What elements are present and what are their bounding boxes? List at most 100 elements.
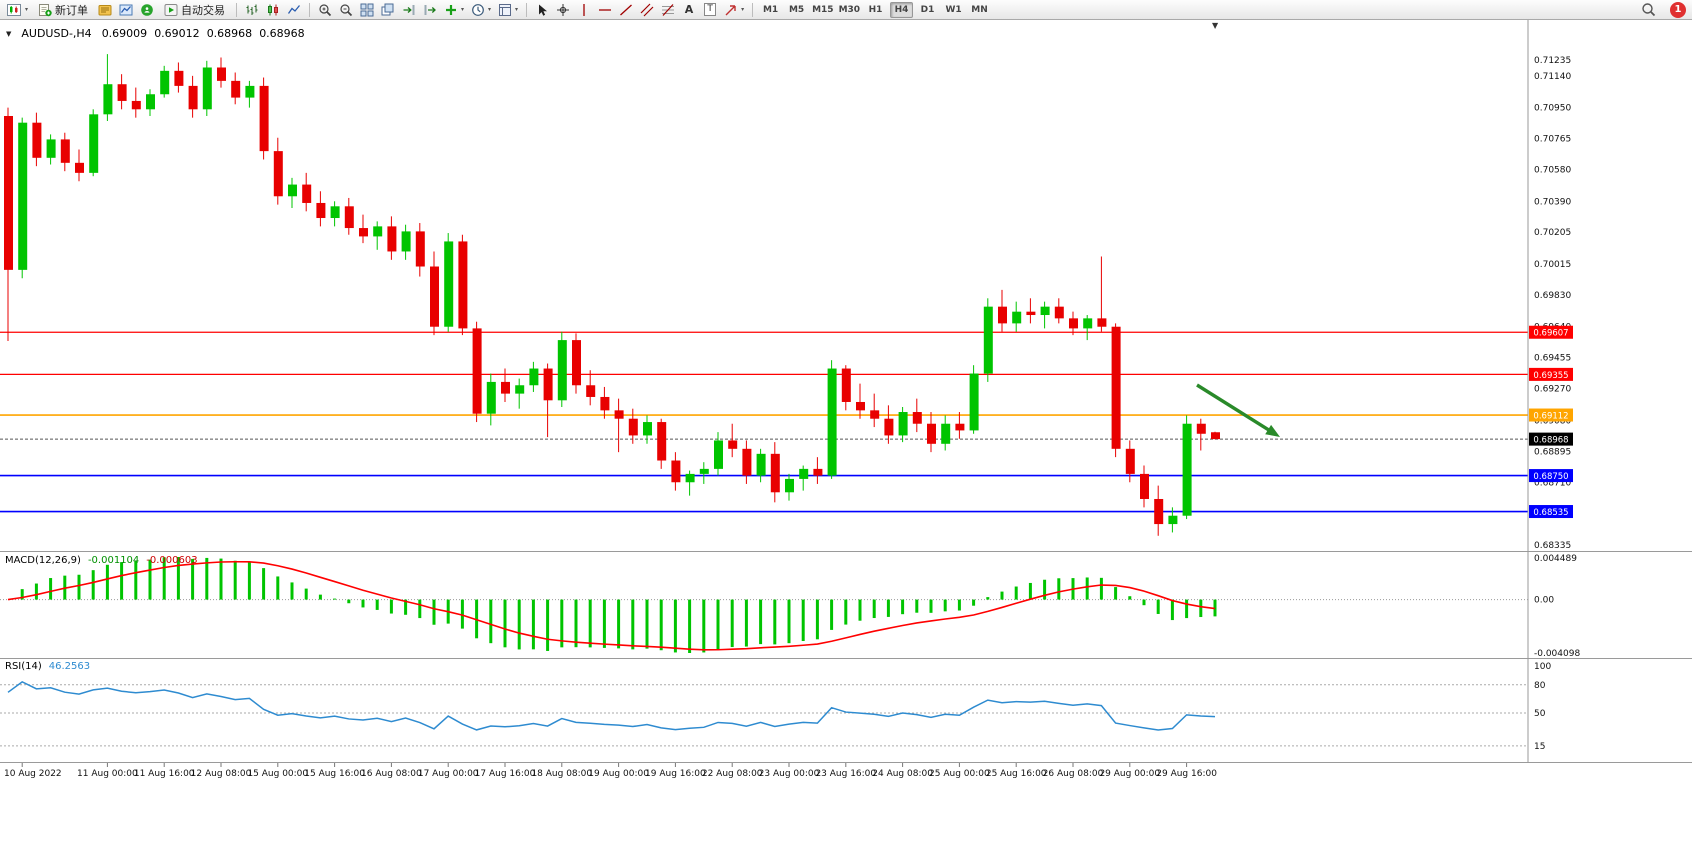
svg-text:0.70205: 0.70205 [1534, 228, 1571, 238]
svg-text:15 Aug 16:00: 15 Aug 16:00 [304, 769, 365, 779]
profiles-icon [119, 4, 133, 15]
zoom-in-button[interactable] [315, 1, 335, 19]
ohlc-close: 0.68968 [259, 27, 305, 40]
autotrading-button[interactable]: 自动交易 [158, 1, 231, 19]
svg-text:11 Aug 16:00: 11 Aug 16:00 [134, 769, 195, 779]
timeframe-button-m15[interactable]: M15 [811, 2, 834, 18]
zoom-out-icon [340, 3, 353, 16]
macd-axis[interactable]: 0.004489 0.00 -0.004098 [1534, 554, 1580, 659]
svg-text:0.68750: 0.68750 [1533, 472, 1568, 482]
svg-text:25 Aug 16:00: 25 Aug 16:00 [986, 769, 1047, 779]
timeframe-button-w1[interactable]: W1 [942, 2, 965, 18]
price-chart-svg[interactable]: 0.71235 0.71140 0.70950 0.70765 0.70580 0.703… [0, 20, 1692, 845]
new-chart-button[interactable]: ▾ [4, 1, 31, 19]
cursor-icon [539, 4, 548, 16]
svg-text:0.68335: 0.68335 [1534, 541, 1571, 551]
price-label-boxes: 0.69607 0.69355 0.69112 0.68750 0.68535 0.689… [1529, 325, 1573, 519]
svg-text:19 Aug 00:00: 19 Aug 00:00 [588, 769, 649, 779]
timeframe-button-mn[interactable]: MN [968, 2, 991, 18]
svg-text:24 Aug 08:00: 24 Aug 08:00 [872, 769, 933, 779]
chart-shift-marker[interactable]: ▼ [1212, 21, 1219, 30]
community-button[interactable] [137, 1, 157, 19]
timeframe-button-m1[interactable]: M1 [759, 2, 782, 18]
fibonacci-button[interactable] [658, 1, 678, 19]
chart-shift-button[interactable] [420, 1, 440, 19]
auto-scroll-button[interactable] [399, 1, 419, 19]
trendline-icon [620, 4, 632, 15]
chart-ohlc-readout: 0.69009 0.69012 0.68968 0.68968 [102, 27, 305, 40]
periods-caret: ▾ [488, 5, 492, 13]
toolbar-separator [236, 2, 238, 17]
trend-arrow[interactable] [1196, 383, 1280, 437]
timeframe-button-h4[interactable]: H4 [890, 1, 914, 18]
svg-text:0.68895: 0.68895 [1534, 447, 1571, 457]
svg-text:11 Aug 00:00: 11 Aug 00:00 [77, 769, 138, 779]
svg-text:26 Aug 08:00: 26 Aug 08:00 [1043, 769, 1104, 779]
profiles-button[interactable] [116, 1, 136, 19]
templates-caret: ▾ [515, 5, 519, 13]
timeframe-button-m30[interactable]: M30 [838, 2, 861, 18]
chart-symbol-period: AUDUSD-,H4 [21, 27, 92, 40]
line-chart-icon [287, 4, 301, 14]
svg-text:23 Aug 00:00: 23 Aug 00:00 [759, 769, 820, 779]
horizontal-line-button[interactable] [595, 1, 615, 19]
svg-text:0.70015: 0.70015 [1534, 260, 1571, 270]
metaeditor-icon [98, 4, 112, 15]
svg-text:0.69355: 0.69355 [1533, 371, 1568, 381]
new-order-button[interactable]: 新订单 [32, 1, 94, 19]
horizontal-lines-layer[interactable] [0, 331, 1528, 513]
candlestick-chart-button[interactable] [263, 1, 283, 19]
svg-text:0.69607: 0.69607 [1533, 329, 1568, 339]
chart-shift-icon [424, 4, 436, 15]
new-order-icon [39, 3, 52, 16]
arrows-button[interactable]: ▾ [721, 1, 747, 19]
macd-layer[interactable] [0, 557, 1528, 653]
svg-text:0.69830: 0.69830 [1534, 291, 1571, 301]
chart-window: 0.71235 0.71140 0.70950 0.70765 0.70580 0.703… [0, 20, 1692, 845]
vertical-line-button[interactable] [574, 1, 594, 19]
svg-text:0.68710: 0.68710 [1534, 478, 1571, 488]
cursor-button[interactable] [532, 1, 552, 19]
candles-layer[interactable] [4, 54, 1220, 536]
periods-button[interactable]: ▾ [468, 1, 494, 19]
search-button[interactable] [1638, 1, 1659, 19]
svg-text:100: 100 [1534, 662, 1551, 672]
candlestick-chart-icon [268, 4, 279, 15]
svg-text:0.70950: 0.70950 [1534, 104, 1571, 114]
indicators-caret: ▾ [461, 5, 465, 13]
new-chart-caret: ▾ [25, 5, 29, 13]
rsi-axis[interactable]: 100 80 50 15 [1534, 662, 1551, 752]
line-chart-button[interactable] [284, 1, 304, 19]
toolbar-separator [752, 2, 754, 17]
templates-button[interactable]: ▾ [495, 1, 521, 19]
svg-text:17 Aug 00:00: 17 Aug 00:00 [418, 769, 479, 779]
equidistant-channel-button[interactable] [637, 1, 657, 19]
templates-icon [499, 3, 512, 16]
arrows-icon [725, 4, 736, 15]
timeframe-button-h1[interactable]: H1 [864, 2, 887, 18]
zoom-out-button[interactable] [336, 1, 356, 19]
crosshair-button[interactable] [553, 1, 573, 19]
svg-text:0.71235: 0.71235 [1534, 56, 1571, 66]
indicators-icon [446, 4, 457, 15]
notification-badge[interactable]: 1 [1670, 1, 1686, 18]
quick-trade-arrow[interactable]: ▼ [6, 29, 12, 38]
text-label-button[interactable]: T [700, 1, 720, 19]
svg-text:23 Aug 16:00: 23 Aug 16:00 [815, 769, 876, 779]
timeframe-button-m5[interactable]: M5 [785, 2, 808, 18]
bar-chart-button[interactable] [242, 1, 262, 19]
svg-text:16 Aug 08:00: 16 Aug 08:00 [361, 769, 422, 779]
svg-text:10 Aug 2022: 10 Aug 2022 [4, 769, 62, 779]
metaeditor-button[interactable] [95, 1, 115, 19]
text-button[interactable]: A [679, 1, 699, 19]
trendline-button[interactable] [616, 1, 636, 19]
macd-label: MACD(12,26,9) -0.001104 -0.000603 [5, 555, 198, 566]
indicators-button[interactable]: ▾ [441, 1, 467, 19]
timeframe-button-d1[interactable]: D1 [916, 2, 939, 18]
cascade-windows-button[interactable] [378, 1, 398, 19]
tile-windows-button[interactable] [357, 1, 377, 19]
svg-text:15: 15 [1534, 742, 1545, 752]
panel-separators [0, 20, 1692, 763]
rsi-layer[interactable] [0, 680, 1528, 747]
